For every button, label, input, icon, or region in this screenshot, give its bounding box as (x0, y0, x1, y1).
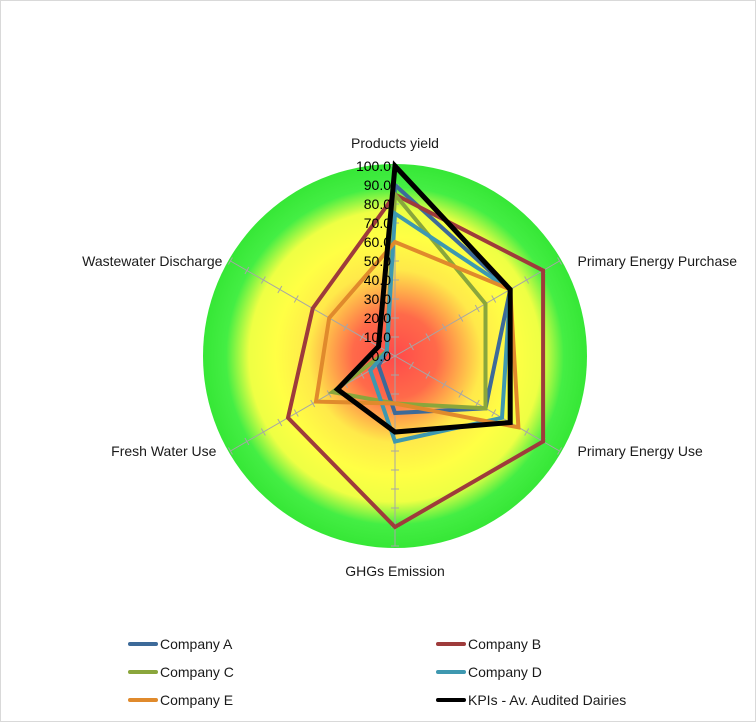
tick-label: 60.0 (364, 234, 391, 250)
axis-label: GHGs Emission (345, 563, 445, 579)
axis-labels: Products yield Primary Energy Purchase Pri… (82, 135, 737, 579)
axis-tick-mark (326, 390, 332, 398)
legend-label: Company D (468, 664, 542, 680)
legend-swatch (128, 670, 158, 674)
legend-swatch (128, 642, 158, 646)
tick-label: 100.0 (356, 158, 391, 174)
tick-label: 10.0 (364, 329, 391, 345)
series-line-kpis-av-audited-dairies (333, 160, 513, 435)
legend: Company A Company B Company C Company D Comp… (128, 634, 688, 714)
axis-label: Fresh Water Use (111, 443, 216, 459)
tick-label: 70.0 (364, 215, 391, 231)
tick-label: 0.0 (372, 348, 392, 364)
axis-tick-mark (228, 257, 233, 265)
axis-tick-mark (441, 323, 447, 332)
axis-tick-mark (458, 314, 464, 322)
axis-tick-mark (293, 409, 299, 417)
tick-label: 50.0 (364, 253, 391, 269)
axis-tick-mark (409, 361, 414, 370)
legend-item: Company A (128, 634, 232, 654)
legend-label: Company C (160, 664, 234, 680)
legend-label: KPIs - Av. Audited Dairies (468, 692, 627, 708)
legend-swatch (128, 698, 158, 702)
axis-tick-mark (260, 428, 266, 436)
axis-label: Primary Energy Use (578, 443, 703, 459)
tick-label: 80.0 (364, 196, 391, 212)
tick-label: 30.0 (364, 291, 391, 307)
tick-label: 40.0 (364, 272, 391, 288)
legend-item: KPIs - Av. Audited Dairies (436, 690, 626, 710)
axis-tick-mark (458, 390, 464, 398)
axis-tick-mark (244, 266, 250, 275)
axis-tick-mark (557, 447, 562, 455)
legend-label: Company B (468, 636, 542, 652)
axis-tick-mark (293, 295, 299, 303)
axis-tick-mark (425, 371, 431, 379)
legend-label: Company E (160, 692, 234, 708)
axis-tick-mark (409, 342, 414, 351)
tick-label: 90.0 (364, 177, 391, 193)
axis-tick-mark (310, 399, 316, 408)
axis-label: Wastewater Discharge (82, 253, 223, 269)
legend-swatch (436, 670, 466, 674)
axis-tick-mark (359, 333, 365, 341)
legend-item: Company E (128, 690, 233, 710)
axis-tick-mark (491, 295, 497, 303)
legend-item: Company C (128, 662, 234, 682)
axis-tick-mark (244, 437, 250, 446)
axis-tick-mark (343, 323, 349, 332)
axis-tick-mark (277, 285, 283, 294)
axis-tick-mark (474, 304, 480, 313)
axis-tick-mark (524, 428, 530, 436)
axis-tick-mark (491, 409, 497, 417)
legend-swatch (436, 642, 466, 646)
axis-label: Products yield (351, 135, 439, 151)
legend-label: Company A (160, 636, 233, 652)
axis-tick-mark (228, 447, 233, 455)
axis-tick-mark (557, 257, 562, 265)
tick-label: 20.0 (364, 310, 391, 326)
axis-tick-mark (277, 418, 283, 427)
axis-tick-mark (425, 333, 431, 341)
legend-swatch (436, 698, 466, 702)
legend-item: Company D (436, 662, 542, 682)
legend-item: Company B (436, 634, 541, 654)
radial-tick-labels: 0.0 10.0 20.0 30.0 40.0 50.0 60.0 70.0 80.0 90.0 1… (356, 158, 391, 364)
axis-tick-mark (260, 276, 266, 284)
axis-tick-mark (524, 276, 530, 284)
axis-label: Primary Energy Purchase (578, 253, 738, 269)
radar-series (285, 160, 546, 530)
series-line-company-b (285, 191, 546, 530)
axis-tick-mark (441, 380, 447, 389)
